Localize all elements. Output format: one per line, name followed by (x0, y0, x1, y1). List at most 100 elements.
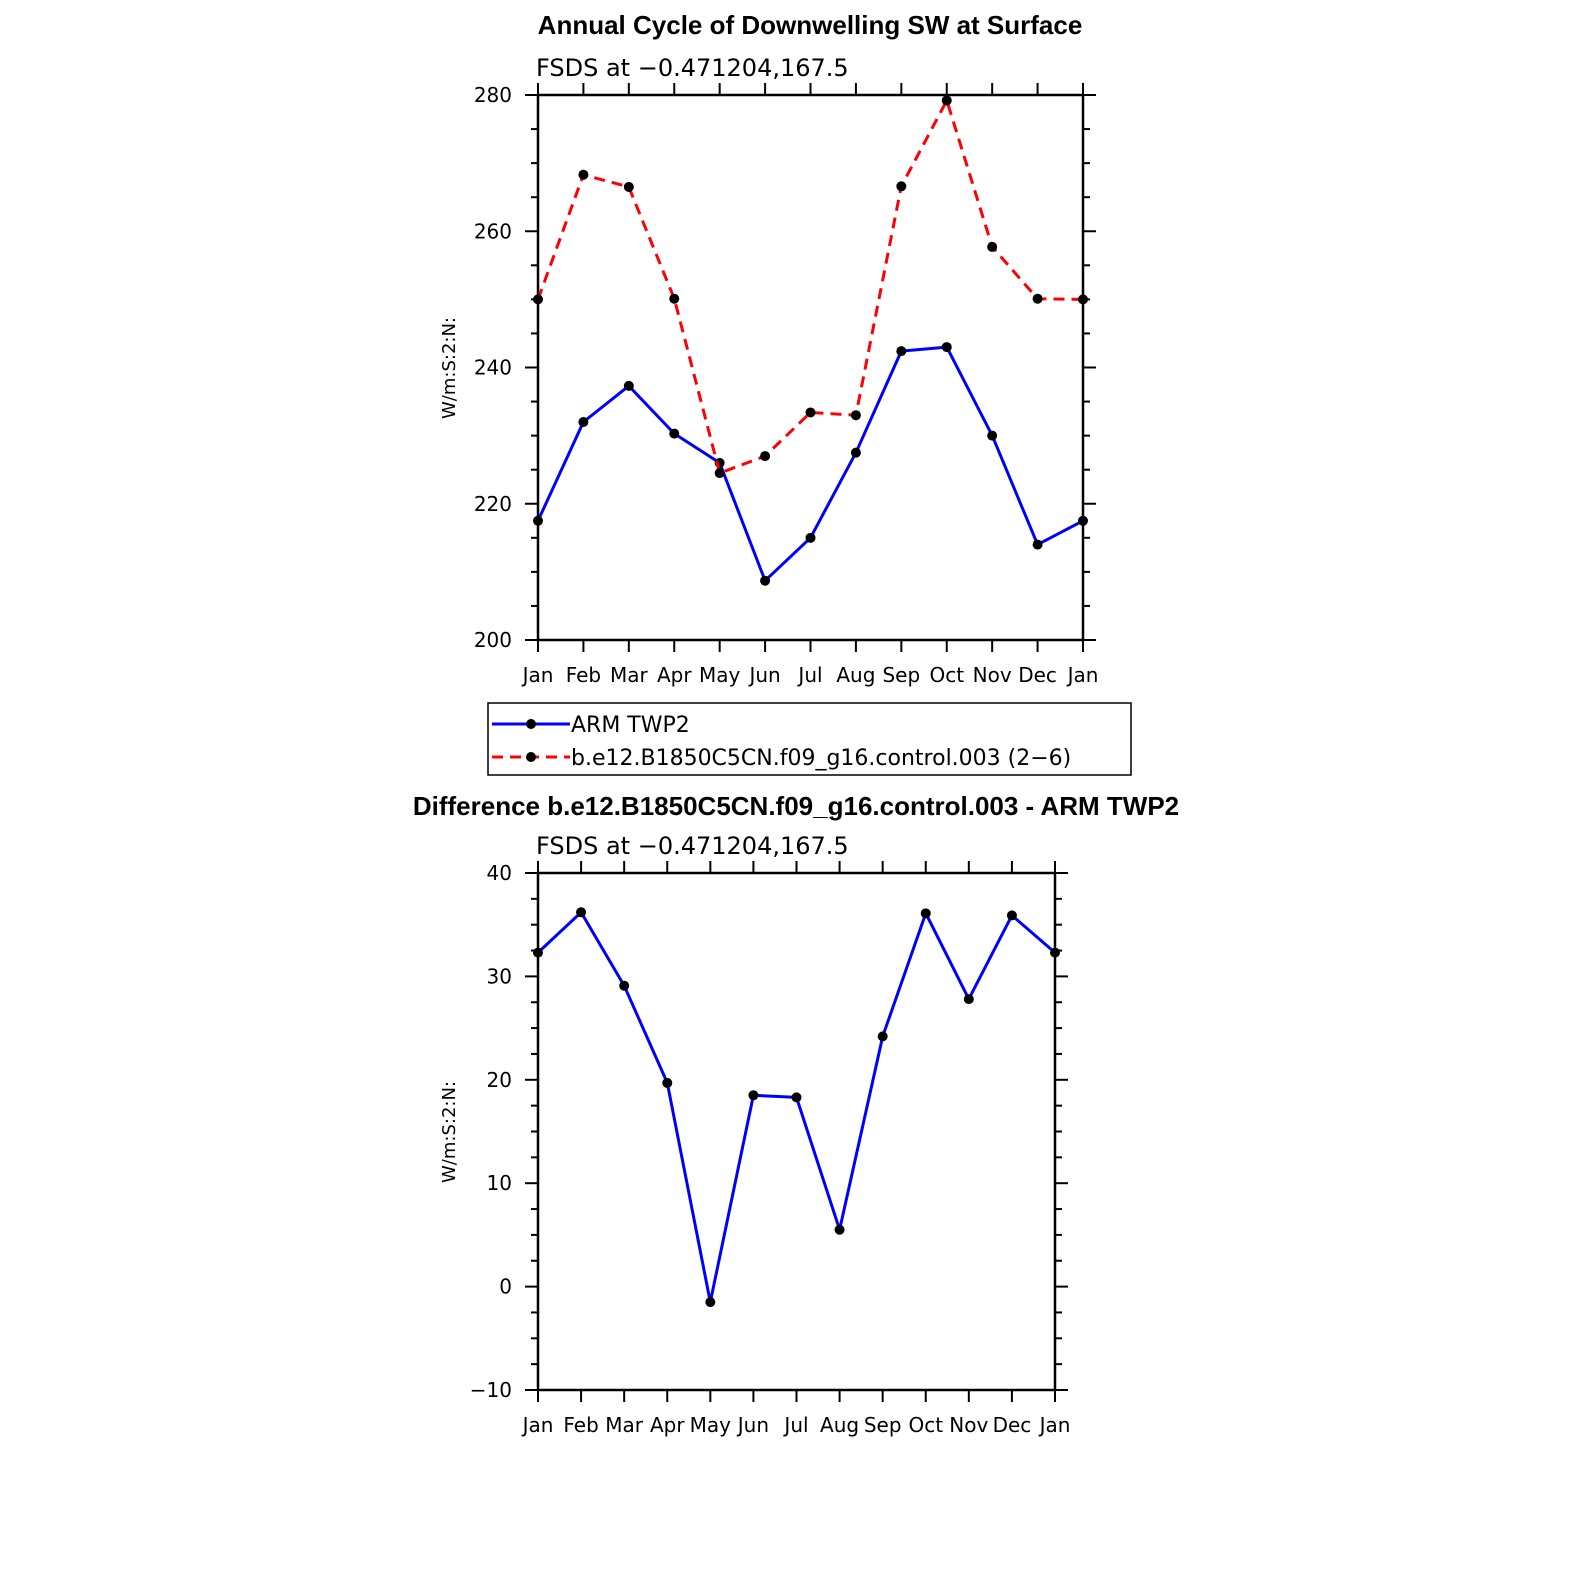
legend-label-arm: ARM TWP2 (571, 713, 690, 738)
x-tick-label: Aug (836, 663, 875, 687)
y-tick-label: 220 (474, 492, 512, 516)
x-tick-label: Apr (650, 1413, 685, 1437)
data-point (1032, 293, 1043, 304)
x-tick-label: Aug (820, 1413, 859, 1437)
y-tick-label: 30 (487, 964, 512, 988)
legend-item-arm: ARM TWP2 (492, 713, 690, 738)
x-tick-label: Jan (521, 663, 554, 687)
data-point (619, 980, 630, 991)
y-tick-label: 20 (487, 1068, 512, 1092)
axis-ticks: Jan Feb Mar Apr May Jun Jul Aug Sep Oct Nov Dec Jan 2… (474, 83, 1099, 687)
x-tick-label: Feb (563, 1413, 598, 1437)
chart-difference: Difference b.e12.B1850C5CN.f09_g16.contr… (413, 791, 1179, 1437)
axis-ticks: Jan Feb Mar Apr May Jun Jul Aug Sep Oct Nov Dec Jan−… (470, 861, 1071, 1437)
y-tick-label: 260 (474, 219, 512, 243)
x-tick-label: Feb (566, 663, 601, 687)
x-tick-label: Mar (605, 1413, 644, 1437)
data-point (1050, 947, 1060, 958)
data-point (1078, 515, 1088, 526)
data-point (662, 1077, 673, 1088)
data-point (623, 380, 634, 391)
chart-subtitle: FSDS at −0.471204,167.5 (536, 832, 849, 860)
data-point (669, 428, 680, 439)
data-point (669, 293, 680, 304)
axes-frame (536, 871, 1057, 1392)
series-line (536, 910, 1056, 1304)
x-tick-label: Jan (1038, 1413, 1071, 1437)
x-tick-label: Jul (796, 663, 822, 687)
legend-marker-model (526, 752, 536, 762)
y-tick-label: 200 (474, 628, 512, 652)
x-tick-label: Jan (1066, 663, 1099, 687)
x-tick-label: Apr (657, 663, 692, 687)
data-point (533, 294, 543, 305)
x-tick-label: May (699, 663, 741, 687)
y-tick-label: 0 (499, 1275, 512, 1299)
x-tick-label: Oct (908, 1413, 943, 1437)
x-tick-label: Nov (949, 1413, 988, 1437)
data-point (834, 1224, 845, 1235)
data-point (791, 1092, 802, 1103)
legend-label-model: b.e12.B1850C5CN.f09_g16.control.003 (2−6… (571, 746, 1071, 771)
series-group (533, 907, 1060, 1308)
x-tick-label: Jul (782, 1413, 808, 1437)
x-tick-label: Nov (973, 663, 1012, 687)
data-point (623, 181, 634, 192)
series-line (536, 345, 1084, 583)
y-tick-label: 10 (487, 1171, 512, 1195)
data-point (533, 515, 543, 526)
data-point (850, 410, 861, 421)
x-tick-label: Jun (736, 1413, 769, 1437)
data-point (987, 430, 998, 441)
data-point (714, 468, 725, 479)
x-tick-label: Mar (610, 663, 649, 687)
data-point (805, 532, 816, 543)
data-point (850, 447, 861, 458)
data-point (760, 451, 771, 462)
legend-box (487, 702, 1132, 776)
data-point (941, 342, 952, 353)
y-tick-label: 240 (474, 356, 512, 380)
data-point (748, 1090, 759, 1101)
y-tick-label: 40 (487, 861, 512, 885)
chart-title: Annual Cycle of Downwelling SW at Surfac… (538, 10, 1083, 40)
data-point (896, 181, 907, 192)
series-group (533, 95, 1088, 586)
x-tick-label: Oct (929, 663, 964, 687)
plot-border (536, 871, 1057, 1392)
y-tick-label: −10 (470, 1378, 512, 1402)
data-point (963, 994, 974, 1005)
data-point (1032, 539, 1043, 550)
chart-subtitle: FSDS at −0.471204,167.5 (536, 54, 849, 82)
data-point (533, 947, 543, 958)
legend-item-model: b.e12.B1850C5CN.f09_g16.control.003 (2−6… (492, 746, 1071, 771)
data-point (578, 169, 589, 180)
axes-frame (536, 93, 1085, 642)
legend: ARM TWP2 b.e12.B1850C5CN.f09_g16.control… (487, 702, 1132, 776)
y-axis-label: W/m:S:2:N: (439, 1081, 460, 1183)
data-point (987, 241, 998, 252)
data-point (760, 575, 771, 586)
chart-title: Difference b.e12.B1850C5CN.f09_g16.contr… (413, 791, 1179, 821)
data-point (805, 407, 816, 418)
data-point (896, 346, 907, 357)
data-point (576, 907, 587, 918)
x-tick-label: Jun (747, 663, 780, 687)
data-point (1006, 910, 1017, 921)
data-point (578, 417, 589, 427)
data-point (920, 908, 931, 919)
data-point (705, 1297, 716, 1308)
x-tick-label: May (690, 1413, 732, 1437)
chart-annual-cycle: Annual Cycle of Downwelling SW at Surfac… (439, 10, 1098, 687)
x-tick-label: Jan (521, 1413, 554, 1437)
data-point (877, 1031, 888, 1042)
data-point (1078, 294, 1088, 305)
plot-border (536, 93, 1085, 642)
x-tick-label: Sep (882, 663, 920, 687)
data-point (941, 95, 952, 106)
y-axis-label: W/m:S:2:N: (439, 317, 460, 419)
legend-marker-arm (526, 719, 536, 729)
x-tick-label: Dec (993, 1413, 1032, 1437)
x-tick-label: Sep (864, 1413, 902, 1437)
